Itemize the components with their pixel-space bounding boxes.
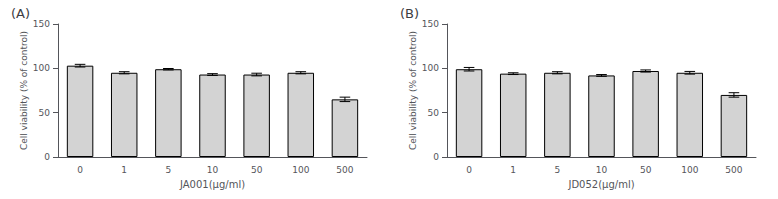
svg-text:1: 1 xyxy=(121,165,127,175)
svg-text:50: 50 xyxy=(640,165,652,175)
svg-text:1: 1 xyxy=(510,165,516,175)
svg-text:(A): (A) xyxy=(11,6,30,21)
svg-text:10: 10 xyxy=(596,165,608,175)
svg-text:5: 5 xyxy=(165,165,171,175)
svg-text:JD052(μg/ml): JD052(μg/ml) xyxy=(567,179,634,190)
svg-text:0: 0 xyxy=(433,152,439,162)
svg-text:10: 10 xyxy=(207,165,219,175)
svg-text:0: 0 xyxy=(466,165,472,175)
svg-text:Cell viability (% of control): Cell viability (% of control) xyxy=(19,31,29,150)
svg-text:(B): (B) xyxy=(400,6,419,21)
svg-text:JA001(μg/ml): JA001(μg/ml) xyxy=(179,179,245,190)
svg-text:500: 500 xyxy=(336,165,353,175)
svg-text:150: 150 xyxy=(33,19,50,29)
svg-text:100: 100 xyxy=(681,165,698,175)
svg-text:0: 0 xyxy=(77,165,83,175)
svg-text:0: 0 xyxy=(44,152,50,162)
svg-text:50: 50 xyxy=(39,108,51,118)
svg-text:Cell viability (% of control): Cell viability (% of control) xyxy=(408,31,418,150)
svg-text:500: 500 xyxy=(725,165,742,175)
svg-text:100: 100 xyxy=(33,63,50,73)
svg-text:50: 50 xyxy=(251,165,263,175)
svg-text:5: 5 xyxy=(554,165,560,175)
svg-text:150: 150 xyxy=(422,19,439,29)
svg-text:100: 100 xyxy=(292,165,309,175)
svg-text:100: 100 xyxy=(422,63,439,73)
svg-text:50: 50 xyxy=(428,108,440,118)
